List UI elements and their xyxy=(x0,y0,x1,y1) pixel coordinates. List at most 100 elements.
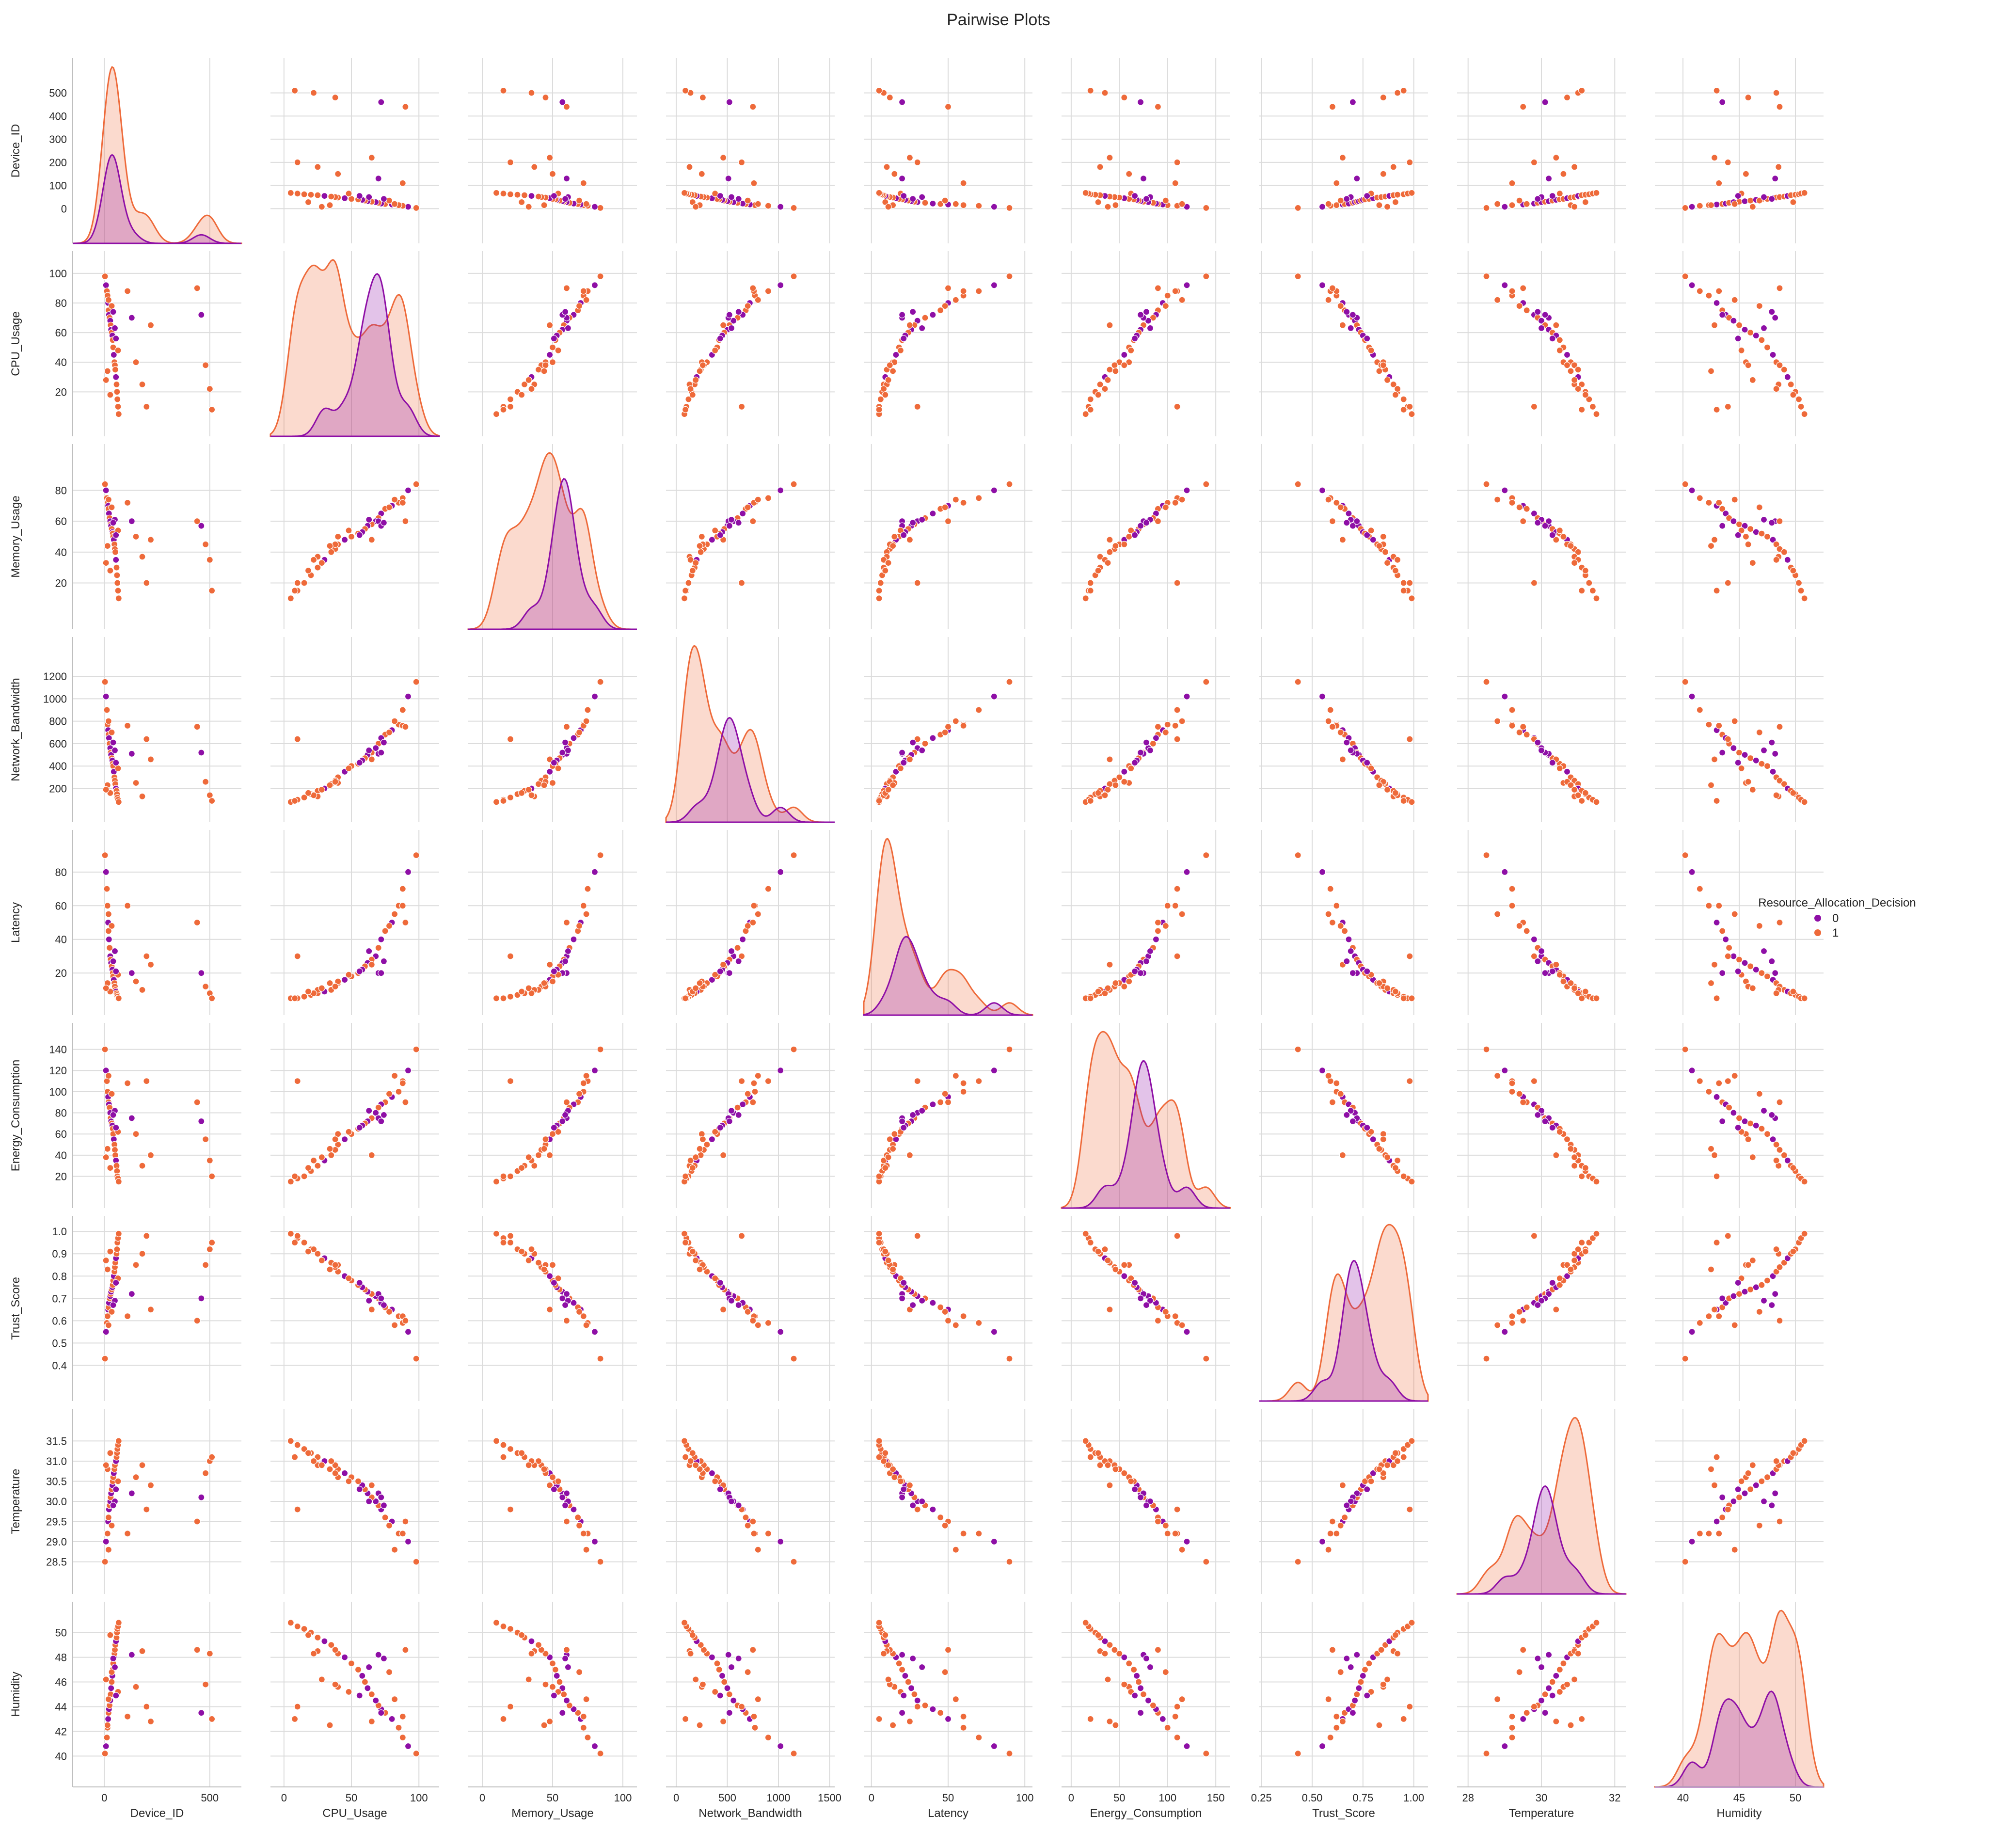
scatter-point xyxy=(563,103,571,111)
scatter-point xyxy=(108,1685,115,1692)
scatter-point xyxy=(906,536,914,543)
scatter-point xyxy=(1149,1702,1157,1709)
scatter-point xyxy=(1087,396,1094,403)
scatter-point xyxy=(1730,518,1737,525)
scatter-point xyxy=(1408,1619,1415,1626)
scatter-point xyxy=(105,1072,112,1080)
scatter-point xyxy=(696,542,703,550)
scatter-point xyxy=(1154,1518,1161,1525)
scatter-point xyxy=(921,740,929,748)
y-axis-label: Temperature xyxy=(9,1469,22,1534)
kde-class-0 xyxy=(1259,1259,1428,1402)
scatter-point xyxy=(1801,189,1808,196)
scatter-point xyxy=(521,381,528,388)
scatter-point xyxy=(549,1474,556,1481)
scatter-point xyxy=(1578,995,1586,1002)
scatter-point xyxy=(790,1046,797,1053)
scatter-point xyxy=(900,759,907,766)
scatter-point xyxy=(1549,1124,1556,1131)
scatter-point xyxy=(1116,774,1123,781)
scatter-point xyxy=(1520,1715,1527,1722)
scatter-point xyxy=(139,553,146,560)
scatter-point xyxy=(202,1469,209,1477)
scatter-point xyxy=(1563,94,1571,101)
scatter-point xyxy=(696,1145,703,1152)
scatter-point xyxy=(929,734,936,742)
scatter-point xyxy=(777,282,784,289)
scatter-point xyxy=(540,979,548,987)
scatter-point xyxy=(712,1478,719,1485)
scatter-point xyxy=(1571,203,1578,210)
scatter-point xyxy=(944,1646,952,1654)
scatter-point xyxy=(1294,678,1301,685)
scatter-point xyxy=(885,786,892,794)
scatter-point xyxy=(412,1355,420,1362)
scatter-point xyxy=(1567,367,1574,375)
scatter-point xyxy=(904,1678,912,1686)
scatter-point xyxy=(1773,385,1780,393)
scatter-point xyxy=(1719,522,1726,529)
scatter-point xyxy=(1541,1117,1549,1125)
scatter-point xyxy=(1763,533,1771,541)
scatter-point xyxy=(310,89,317,96)
scatter-point xyxy=(1392,1164,1399,1172)
scatter-point xyxy=(898,98,906,106)
scatter-point xyxy=(102,1742,110,1750)
scatter-point xyxy=(1345,510,1352,517)
scatter-point xyxy=(777,1742,784,1750)
scatter-point xyxy=(105,496,112,503)
scatter-point xyxy=(1376,979,1383,987)
scatter-point xyxy=(304,1248,312,1255)
scatter-point xyxy=(328,548,335,556)
scatter-point xyxy=(1738,527,1745,534)
y-tick-label: 0.7 xyxy=(52,1292,67,1305)
scatter-point xyxy=(1339,154,1346,161)
scatter-point xyxy=(1724,403,1731,411)
scatter-point xyxy=(1349,522,1356,529)
scatter-point xyxy=(301,1445,308,1453)
subplot-Energy_Consumption-vs-Network_Bandwidth xyxy=(666,1023,835,1208)
scatter-point xyxy=(1730,1109,1737,1116)
scatter-point xyxy=(385,922,393,930)
scatter-point xyxy=(391,200,398,207)
scatter-point xyxy=(1571,1676,1578,1683)
scatter-point xyxy=(1101,1245,1109,1253)
scatter-point xyxy=(575,1308,583,1315)
scatter-point xyxy=(1130,1666,1138,1673)
scatter-point xyxy=(108,1090,115,1098)
scatter-point xyxy=(900,1692,907,1699)
scatter-point xyxy=(696,1466,703,1473)
scatter-point xyxy=(906,1151,914,1159)
scatter-point xyxy=(1773,1157,1780,1164)
scatter-point xyxy=(1142,1302,1150,1309)
scatter-point xyxy=(102,1154,110,1161)
scatter-point xyxy=(563,919,571,926)
scatter-point xyxy=(307,191,315,198)
scatter-point xyxy=(1571,163,1578,171)
scatter-point xyxy=(326,1266,333,1273)
scatter-point xyxy=(105,936,112,943)
scatter-point xyxy=(1408,189,1415,196)
scatter-point xyxy=(1571,1257,1578,1264)
scatter-point xyxy=(101,851,109,859)
scatter-point xyxy=(1104,786,1111,794)
scatter-point xyxy=(1586,579,1593,587)
scatter-point xyxy=(1178,717,1186,725)
scatter-point xyxy=(550,335,558,342)
scatter-point xyxy=(198,970,205,977)
scatter-point xyxy=(492,1619,500,1626)
scatter-point xyxy=(1776,518,1783,525)
scatter-point xyxy=(1345,936,1352,943)
scatter-point xyxy=(1501,487,1508,494)
scatter-point xyxy=(1738,765,1745,772)
subplot-Device_ID-vs-Temperature xyxy=(1457,58,1626,243)
subplot-Temperature-vs-CPU_Usage xyxy=(270,1409,439,1594)
scatter-point xyxy=(1578,587,1586,594)
scatter-point xyxy=(354,1478,362,1485)
scatter-point xyxy=(719,321,727,329)
scatter-point xyxy=(385,1522,393,1529)
scatter-point xyxy=(1713,1518,1720,1525)
scatter-point xyxy=(1406,159,1413,166)
scatter-point xyxy=(1082,189,1089,196)
